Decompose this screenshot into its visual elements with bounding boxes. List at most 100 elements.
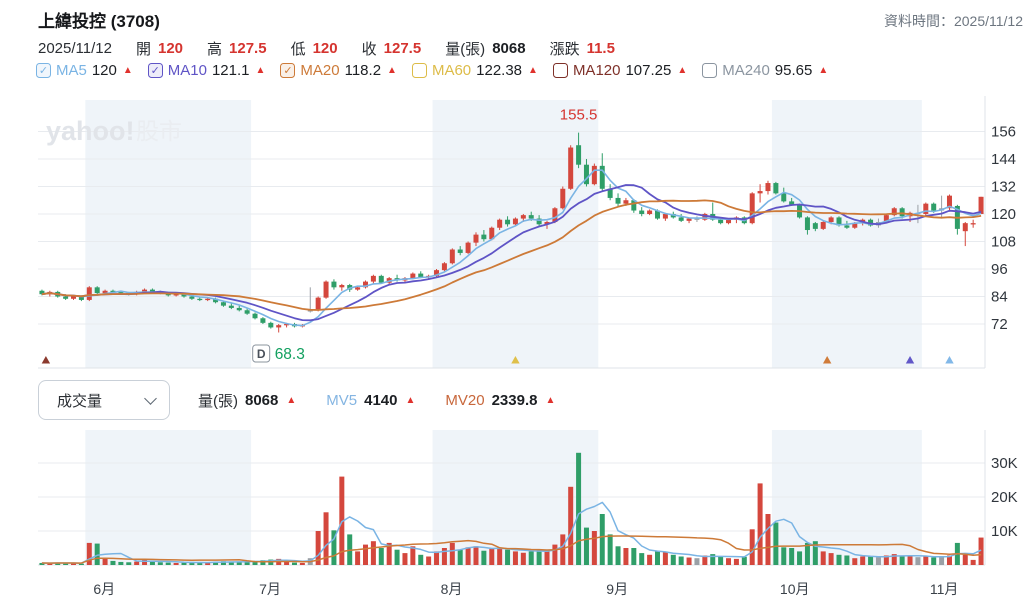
ma-checkbox[interactable] <box>411 63 427 78</box>
volume-bar <box>149 560 155 565</box>
candle-body <box>576 145 582 165</box>
volume-bar <box>552 544 558 565</box>
candle-body <box>962 223 968 232</box>
volume-tick-label: 10K <box>991 523 1018 540</box>
volume-bar <box>868 556 874 565</box>
volume-bar <box>189 561 195 565</box>
ma-checkbox[interactable]: ✓ <box>36 63 51 78</box>
ma-legend-item: ✓ MA5 120 ▲ <box>36 62 133 79</box>
volume-bar <box>284 561 290 565</box>
candle-body <box>347 285 353 290</box>
volume-legend-label: 量(張) <box>198 392 238 410</box>
ma-label: MA120 <box>572 62 621 79</box>
candle-body <box>220 302 226 306</box>
volume-bar <box>331 530 337 565</box>
volume-bar <box>891 554 897 565</box>
candle-body <box>465 242 471 253</box>
volume-bar <box>844 555 850 565</box>
ma-checkbox[interactable] <box>552 63 568 78</box>
watermark: 股市 <box>136 118 182 144</box>
candle-body <box>647 210 653 214</box>
volume-bar <box>165 562 171 565</box>
volume-bar <box>631 548 637 565</box>
volume-bar <box>505 549 511 565</box>
ma-start-marker <box>945 356 954 364</box>
candle-body <box>591 165 597 185</box>
quote-item: 高 127.5 <box>207 38 267 59</box>
candle-body <box>118 291 124 294</box>
ma-checkbox[interactable] <box>702 63 718 78</box>
volume-bar <box>852 558 858 565</box>
price-tick-label: 156 <box>991 123 1016 140</box>
price-tick-label: 96 <box>991 261 1008 278</box>
candle-body <box>583 164 589 185</box>
candle-body <box>370 275 376 282</box>
volume-bar <box>899 556 905 565</box>
volume-bar <box>457 549 463 565</box>
candle-body <box>457 249 463 253</box>
price-tick-label: 132 <box>991 178 1016 195</box>
candle-body <box>686 218 692 221</box>
indicator-dropdown[interactable]: 成交量 <box>38 380 170 420</box>
volume-bar <box>134 561 140 565</box>
candle-body <box>718 219 724 224</box>
volume-bar <box>915 557 921 565</box>
volume-bar <box>410 546 416 565</box>
candle-body <box>441 263 447 271</box>
quote-label: 漲跌 <box>549 41 580 58</box>
ex-dividend-marker: D <box>257 347 266 361</box>
candle-body <box>260 318 266 323</box>
volume-bar <box>544 551 550 565</box>
ma-label: MA10 <box>167 62 207 79</box>
quote-value: 127.5 <box>383 40 422 57</box>
page-title: 上緯投控 (3708) <box>38 12 160 31</box>
candle-body <box>149 289 155 292</box>
low-value-label: 68.3 <box>275 346 305 363</box>
up-triangle-icon: ▲ <box>122 65 133 76</box>
volume-bar <box>473 546 479 565</box>
volume-bar <box>47 563 53 565</box>
volume-bar <box>426 556 432 565</box>
candle-body <box>78 296 84 300</box>
candle-body <box>142 289 148 292</box>
ma-value: 95.65 <box>774 62 813 79</box>
candle-body <box>789 201 795 205</box>
candle-body <box>852 223 858 228</box>
volume-bar <box>591 531 597 565</box>
quote-item: 收 127.5 <box>362 38 422 59</box>
volume-bar <box>118 561 124 565</box>
up-triangle-icon: ▲ <box>545 394 556 406</box>
volume-chart[interactable]: 30K 20K 10K 6月 7月 8月 9月 10月 11月 <box>0 428 1033 613</box>
candle-body <box>339 285 345 288</box>
volume-legend-value: 4140 <box>364 391 398 409</box>
volume-bars <box>39 452 984 565</box>
volume-legend-item: MV5 4140 ▲ <box>326 392 415 409</box>
candle-body <box>39 290 45 295</box>
volume-bar <box>418 554 424 565</box>
volume-bar <box>962 554 968 565</box>
price-chart[interactable]: 156 144 132 120 108 96 84 72 yahoo! 股市 155.5 D 68.3 <box>0 96 1033 376</box>
volume-bar <box>228 561 234 565</box>
candle-body <box>63 296 69 299</box>
ma-checkbox[interactable]: ✓ <box>147 63 163 78</box>
candle-body <box>197 298 203 301</box>
month-band <box>432 100 599 368</box>
volume-bar <box>812 541 818 565</box>
price-tick-label: 72 <box>991 316 1008 333</box>
volume-bar <box>102 558 108 565</box>
candle-body <box>213 298 219 303</box>
quote-date: 2025/11/12 <box>38 40 112 57</box>
ma-start-marker <box>822 356 832 364</box>
candle-body <box>931 203 937 211</box>
up-triangle-icon: ▲ <box>677 65 688 76</box>
candle-body <box>497 219 503 228</box>
ma-checkbox[interactable]: ✓ <box>280 63 296 78</box>
volume-bar <box>236 561 242 565</box>
candle-body <box>410 273 416 279</box>
candle-body <box>883 215 889 223</box>
volume-bar <box>749 529 755 565</box>
volume-bar <box>465 547 471 565</box>
volume-bar <box>213 561 219 565</box>
candle-body <box>599 165 605 189</box>
